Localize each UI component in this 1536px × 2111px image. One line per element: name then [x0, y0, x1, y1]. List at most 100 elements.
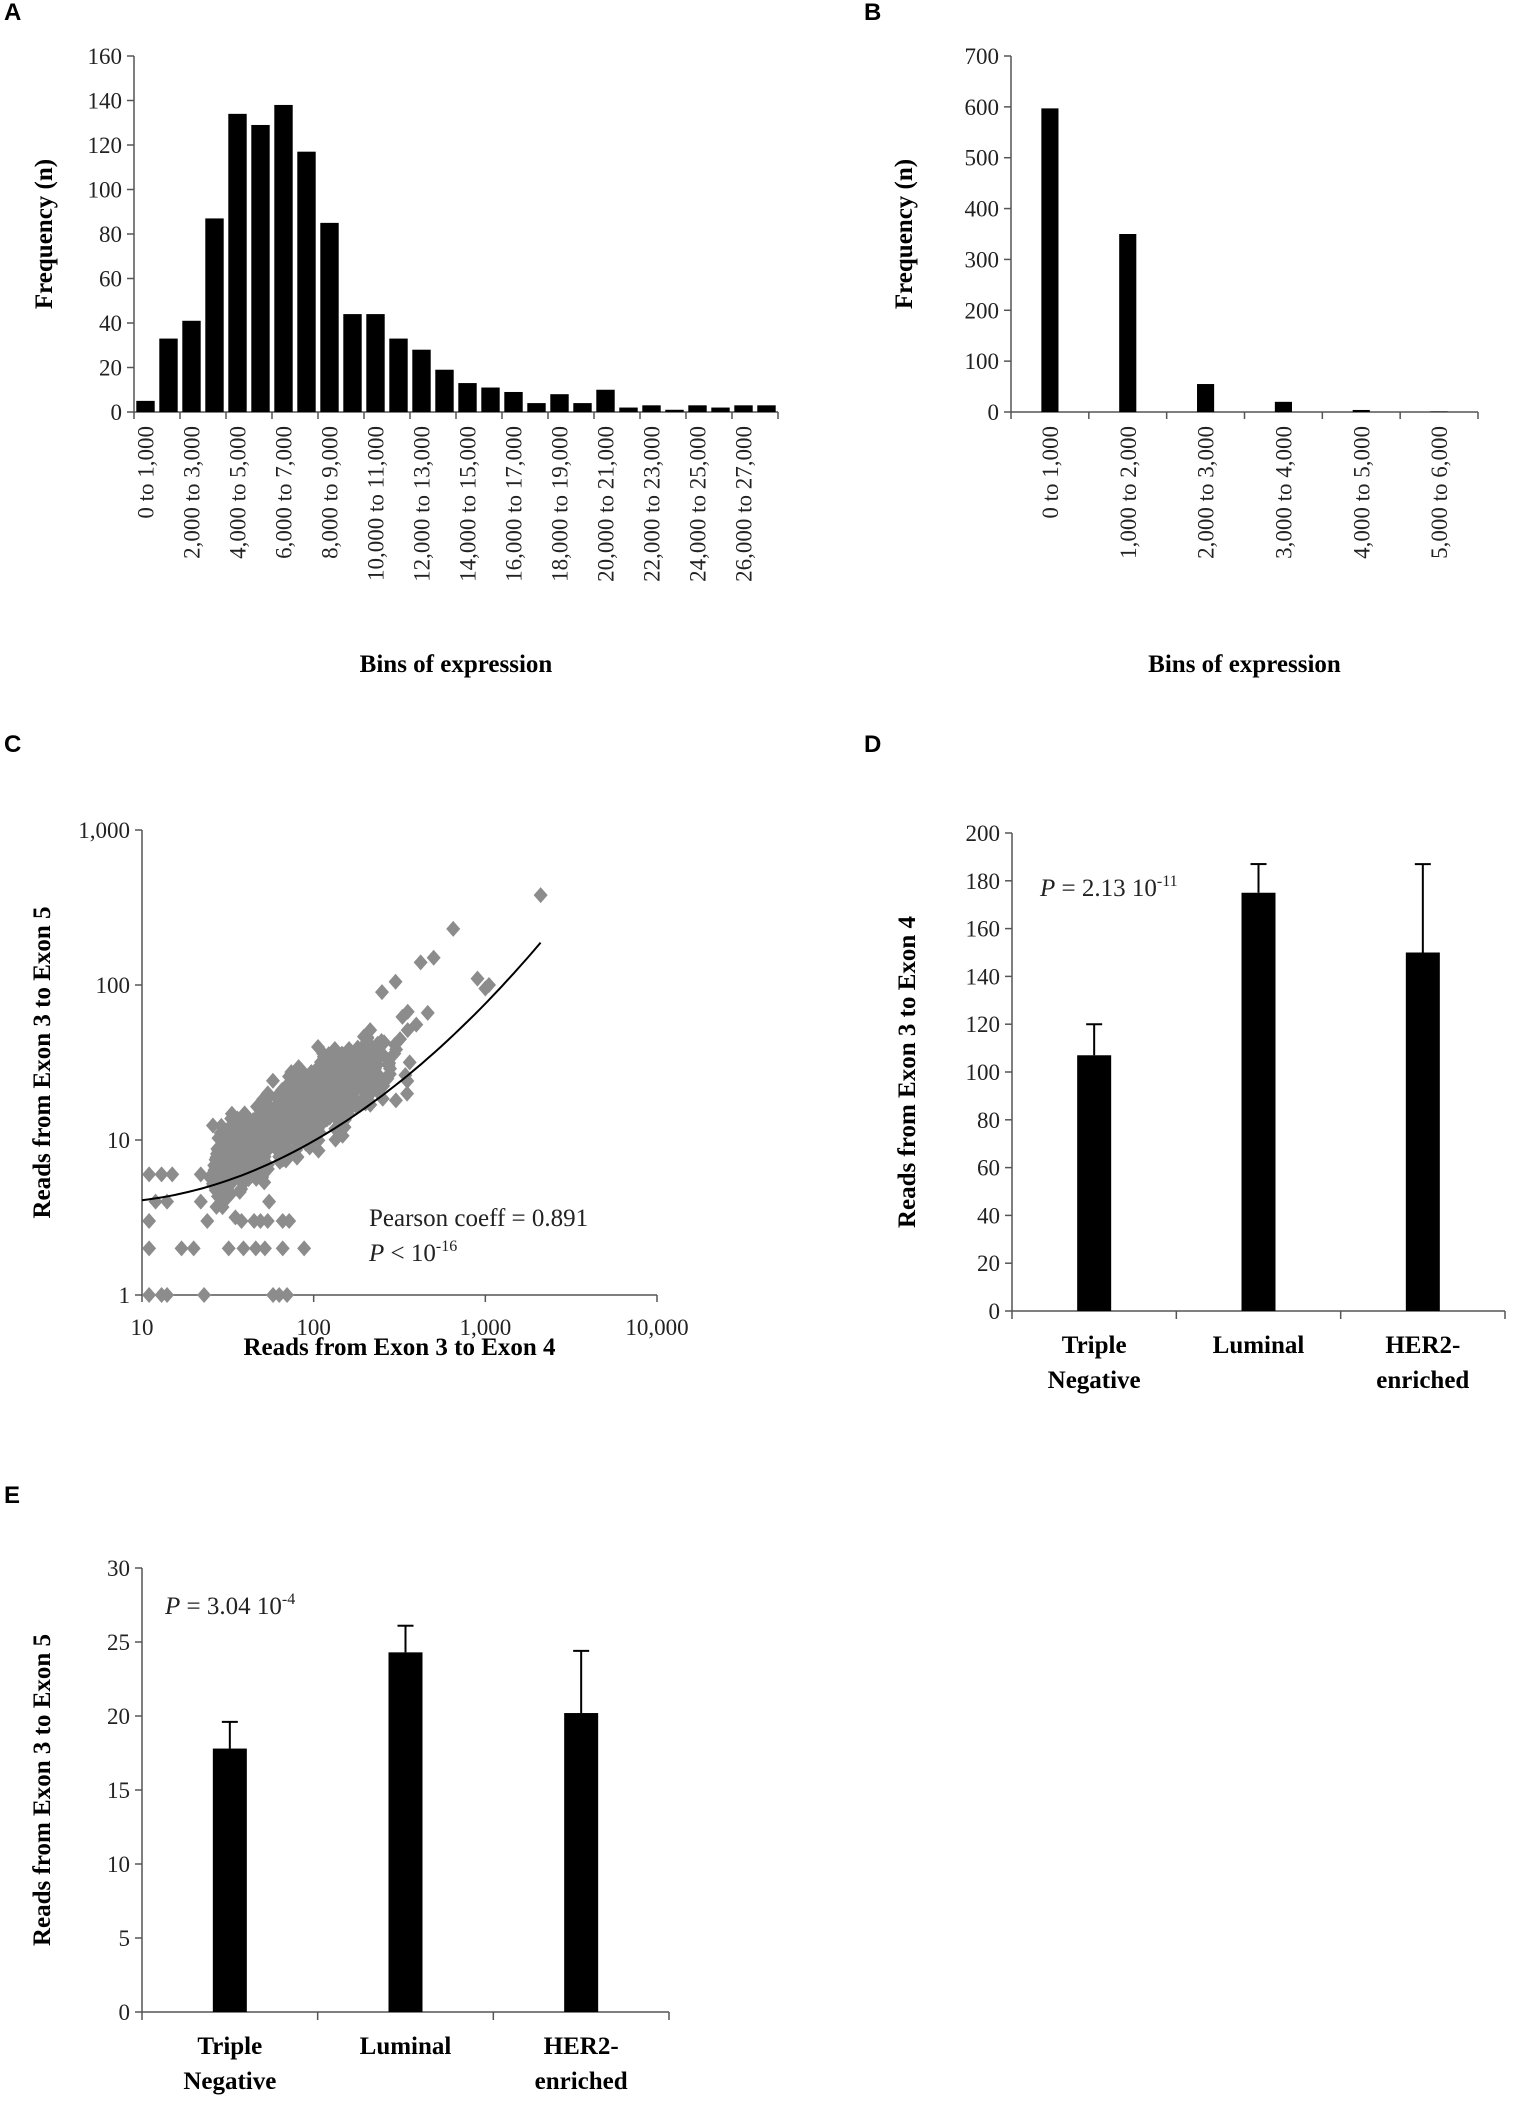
scatter-point — [142, 1287, 157, 1303]
bar-2-000-to-3-000 — [182, 320, 201, 412]
scatter-point — [359, 1085, 374, 1102]
category-label: HER2- — [1385, 1332, 1460, 1359]
scatter-point — [426, 949, 441, 966]
scatter-point — [154, 1166, 169, 1183]
scatter-point — [249, 1098, 264, 1115]
panel-label-c: C — [4, 731, 21, 758]
y-tick-label: 1,000 — [78, 818, 130, 843]
x-tick-label: 16,000 to 17,000 — [502, 426, 527, 582]
bar-3-000-to-4-000 — [205, 218, 224, 412]
y-tick-label: 0 — [988, 400, 1000, 425]
bar-11-000-to-12-000 — [389, 338, 408, 412]
y-axis-title: Frequency (n) — [891, 159, 918, 309]
bar-5-000-to-6-000 — [251, 124, 270, 412]
scatter-point — [311, 1038, 326, 1055]
y-tick-label: 140 — [88, 89, 123, 114]
scatter-point — [297, 1240, 312, 1257]
bar-4-000-to-5-000 — [1352, 409, 1370, 412]
bar-her2-enriched — [564, 1713, 599, 2012]
y-tick-label: 200 — [965, 298, 1000, 323]
panel-b: B 0 100 200 300 400 500 600 700 0 to 1,000 1,000 t… — [864, 0, 1479, 678]
p-value-annotation: P = 2.13 10-11 — [1039, 873, 1178, 902]
scatter-point — [216, 1193, 231, 1210]
x-tick-label: 4,000 to 5,000 — [1349, 426, 1374, 559]
scatter-point — [470, 970, 485, 987]
y-tick-label: 100 — [965, 349, 1000, 374]
bar-8-000-to-9-000 — [320, 222, 339, 412]
bar-0-to-1-000 — [1041, 108, 1059, 412]
scatter-point — [369, 1055, 384, 1072]
scatter-point — [282, 1124, 297, 1141]
scatter-point — [374, 984, 389, 1001]
y-tick-label: 80 — [977, 1108, 1000, 1133]
category-label: Negative — [1048, 1367, 1141, 1394]
category-label: enriched — [535, 2068, 628, 2095]
scatter-point — [400, 1085, 415, 1102]
scatter-point — [409, 1016, 424, 1033]
bar-7-000-to-8-000 — [297, 151, 316, 413]
x-axis-title: Bins of expression — [360, 651, 553, 678]
y-tick-label: 100 — [966, 1060, 1001, 1085]
y-tick-label: 30 — [107, 1556, 130, 1581]
category-label: Negative — [183, 2068, 276, 2095]
panel-label-e: E — [4, 1482, 20, 1509]
trend-line — [141, 941, 542, 1202]
y-tick-label: 40 — [99, 311, 122, 336]
scatter-point — [293, 1090, 308, 1107]
bar-13-000-to-14-000 — [435, 369, 454, 412]
y-tick-label: 25 — [107, 1630, 130, 1655]
scatter-point — [389, 1041, 404, 1058]
x-tick-label: 5,000 to 6,000 — [1427, 426, 1452, 559]
bar-1-000-to-2-000 — [159, 338, 178, 412]
bar-triple-negative — [212, 1748, 247, 2012]
x-tick-label: 0 to 1,000 — [1038, 426, 1063, 519]
scatter-point — [279, 1109, 294, 1126]
y-tick-label: 60 — [99, 267, 122, 292]
y-tick-label: 400 — [965, 197, 1000, 222]
p-value-annotation: P < 10-16 — [368, 1238, 457, 1267]
y-tick-label: 100 — [88, 178, 123, 203]
scatter-point — [280, 1287, 295, 1303]
y-tick-label: 160 — [88, 44, 123, 69]
y-tick-label: 0 — [989, 1299, 1001, 1324]
scatter-point — [142, 1166, 157, 1183]
scatter-point — [343, 1060, 358, 1077]
scatter-point — [216, 1139, 231, 1156]
scatter-point — [255, 1169, 270, 1186]
scatter-point — [284, 1064, 299, 1081]
bar-9-000-to-10-000 — [343, 314, 362, 412]
scatter-point — [193, 1166, 208, 1183]
y-tick-label: 10 — [107, 1128, 130, 1153]
scatter-point — [186, 1240, 201, 1257]
y-tick-label: 300 — [965, 247, 1000, 272]
scatter-point — [275, 1240, 290, 1257]
scatter-point — [234, 1180, 249, 1197]
x-tick-label: 6,000 to 7,000 — [272, 426, 297, 559]
y-tick-label: 10 — [107, 1852, 130, 1877]
scatter-point — [382, 1054, 397, 1071]
y-tick-label: 5 — [119, 1926, 131, 1951]
y-tick-label: 160 — [966, 917, 1001, 942]
scatter-point — [193, 1193, 208, 1210]
bar-25-000-to-26-000 — [711, 407, 730, 412]
y-tick-label: 1 — [119, 1283, 131, 1308]
category-label: enriched — [1376, 1367, 1469, 1394]
y-tick-label: 0 — [111, 400, 123, 425]
scatter-point — [211, 1157, 226, 1174]
bar-4-000-to-5-000 — [228, 113, 247, 412]
scatter-point — [478, 980, 493, 997]
x-tick-label: 14,000 to 15,000 — [456, 426, 481, 582]
x-tick-label: 2,000 to 3,000 — [1194, 426, 1219, 559]
y-tick-label: 80 — [99, 222, 122, 247]
x-tick-label: 2,000 to 3,000 — [180, 426, 205, 559]
y-tick-label: 700 — [965, 44, 1000, 69]
scatter-point — [338, 1080, 353, 1097]
scatter-point — [265, 1072, 280, 1089]
scatter-point — [260, 1213, 275, 1230]
scatter-point — [388, 1092, 403, 1109]
x-tick-label: 1,000 — [459, 1315, 511, 1340]
scatter-point — [269, 1088, 284, 1105]
bar-16-000-to-17-000 — [504, 391, 523, 412]
scatter-point — [275, 1134, 290, 1151]
scatter-point — [262, 1193, 277, 1210]
